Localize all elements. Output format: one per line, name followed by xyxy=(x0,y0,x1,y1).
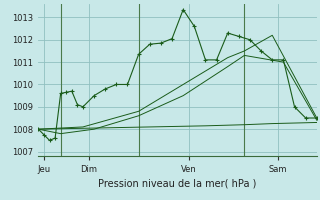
X-axis label: Pression niveau de la mer( hPa ): Pression niveau de la mer( hPa ) xyxy=(99,178,257,188)
